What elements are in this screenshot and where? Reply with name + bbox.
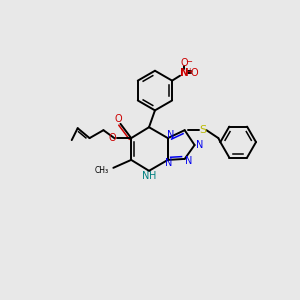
Text: N: N	[142, 171, 150, 181]
Text: N: N	[167, 130, 175, 140]
Text: N: N	[180, 68, 188, 78]
Text: N: N	[165, 158, 172, 168]
Text: N: N	[196, 140, 203, 150]
Text: O: O	[109, 133, 116, 143]
Text: −: −	[185, 57, 193, 66]
Text: N: N	[185, 156, 192, 166]
Text: CH₃: CH₃	[94, 166, 108, 175]
Text: S: S	[199, 125, 206, 135]
Text: O: O	[190, 68, 198, 78]
Text: O: O	[115, 114, 122, 124]
Text: H: H	[149, 171, 157, 181]
Text: +: +	[186, 67, 192, 76]
Text: O: O	[180, 58, 188, 68]
